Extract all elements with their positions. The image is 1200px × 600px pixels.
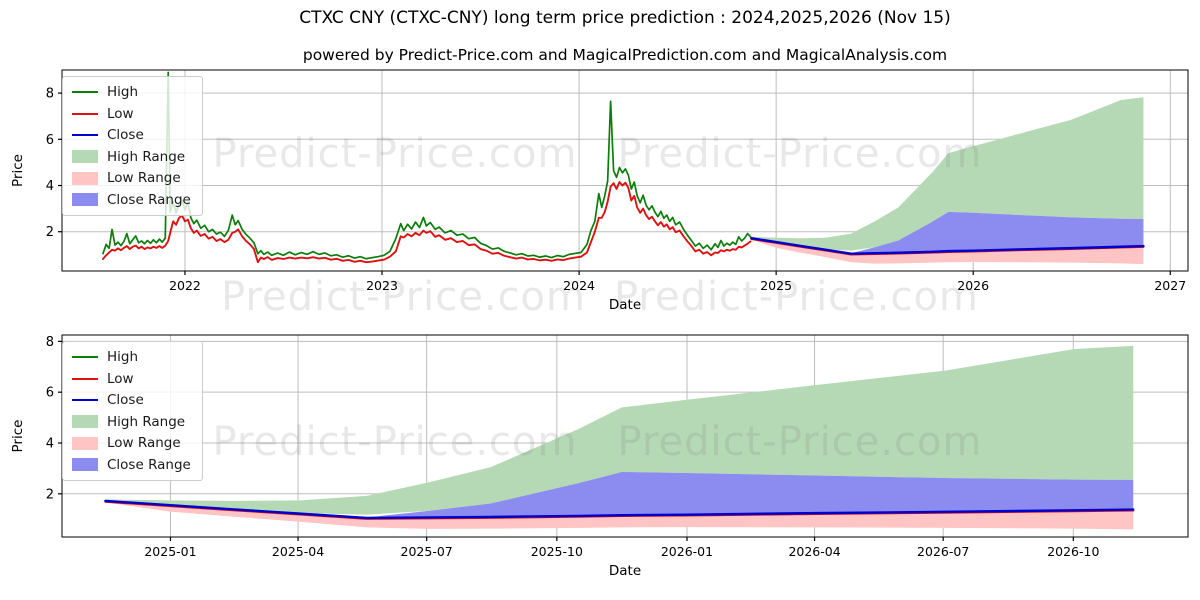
y-axis-label: Price [10, 154, 26, 187]
close-range-area [105, 471, 1134, 518]
close-line [750, 236, 1145, 255]
x-tick-label: 2025-10 [531, 544, 583, 559]
legend-label: Low [107, 105, 134, 122]
legend-item: Low Range [72, 435, 191, 451]
legend-label: High [107, 349, 139, 365]
low-forecast-line [104, 500, 1135, 520]
legend-patch-swatch [72, 150, 98, 163]
low-range-area [105, 500, 1134, 530]
watermark-text: Predict-Price.com [213, 131, 578, 177]
legend-label: Close [107, 127, 144, 143]
legend-label: Low Range [107, 435, 181, 451]
legend-item: High Range [72, 149, 191, 165]
x-axis-label: Date [609, 563, 641, 579]
legend-line-swatch [72, 134, 98, 136]
legend-label: High [107, 84, 139, 100]
watermark-text: Predict-Price.com [614, 274, 979, 320]
legend-line-swatch [72, 356, 98, 358]
legend-patch-swatch [72, 193, 98, 206]
axis-spine [61, 69, 1189, 272]
legend-label: Low Range [107, 170, 181, 186]
legend-item: Close [72, 127, 191, 143]
legend: High Low Close High Range Low Range Close Ran… [62, 341, 203, 481]
legend-label: High Range [107, 413, 186, 430]
y-tick-label: 6 [46, 386, 54, 401]
legend-item: Close [72, 392, 191, 408]
legend-label: Close [107, 392, 144, 408]
legend-item: Close Range [72, 457, 191, 473]
watermark-text: Predict-Price.com [618, 419, 983, 465]
legend-item: Low Range [72, 170, 191, 186]
legend-item: High Range [72, 414, 191, 430]
watermark-text: Predict-Price.com [221, 274, 586, 320]
y-tick-label: 8 [46, 87, 54, 102]
x-tick-label: 2025-07 [401, 544, 453, 559]
close-line [104, 499, 1135, 520]
y-tick-label: 4 [46, 179, 54, 194]
legend-patch-swatch [72, 171, 98, 185]
legend-label: Close Range [107, 456, 191, 473]
legend: High Low Close High Range Low Range Close Ran… [62, 76, 203, 216]
high-range-area [751, 97, 1144, 251]
legend-item: High [72, 84, 191, 100]
x-tick-label: 2025-01 [144, 544, 196, 559]
low-forecast-line [750, 238, 1145, 256]
close-range-area [751, 211, 1144, 254]
y-axis-label: Price [10, 420, 26, 453]
y-tick-label: 4 [46, 436, 54, 451]
y-tick-label: 8 [46, 335, 54, 350]
legend-patch-swatch [72, 436, 98, 450]
watermark-text: Predict-Price.com [618, 131, 983, 177]
watermark-row: Predict-Price.com Predict-Price.com [0, 274, 1200, 320]
legend-line-swatch [72, 399, 98, 401]
legend-line-swatch [72, 377, 98, 380]
page-title: CTXC CNY (CTXC-CNY) long term price pred… [299, 8, 951, 28]
x-tick-label: 2025-04 [272, 544, 324, 559]
legend-patch-swatch [72, 415, 98, 428]
high-range-area [105, 345, 1134, 515]
x-tick-label: 2026-01 [661, 544, 713, 559]
y-tick-label: 2 [46, 225, 54, 240]
axis-spine [61, 334, 1189, 538]
legend-line-swatch [72, 112, 98, 115]
legend-item: High [72, 349, 191, 365]
x-tick-label: 2026-07 [917, 544, 969, 559]
legend-item: Low [72, 371, 191, 387]
legend-label: High Range [107, 148, 186, 165]
legend-patch-swatch [72, 458, 98, 471]
page-subtitle: powered by Predict-Price.com and Magical… [302, 46, 948, 64]
legend-label: Low [107, 370, 134, 387]
legend-item: Low [72, 106, 191, 122]
x-tick-label: 2026-10 [1047, 544, 1099, 559]
y-tick-label: 6 [46, 133, 54, 148]
watermark-text: Predict-Price.com [213, 419, 578, 465]
legend-line-swatch [72, 91, 98, 93]
legend-item: Close Range [72, 192, 191, 208]
legend-label: Close Range [107, 191, 191, 208]
x-tick-label: 2026-04 [788, 544, 840, 559]
low-range-area [751, 238, 1144, 265]
y-tick-label: 2 [46, 487, 54, 502]
